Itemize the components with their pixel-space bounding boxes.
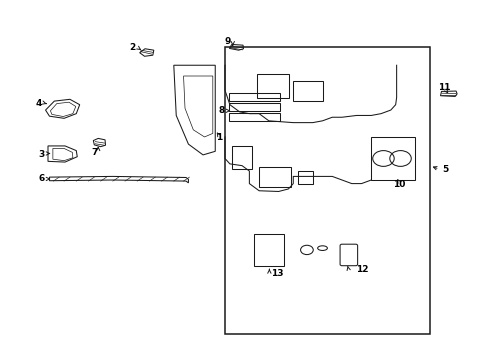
Text: 8: 8	[218, 106, 224, 115]
Bar	[228, 113, 280, 121]
Bar	[228, 103, 280, 111]
Text: 4: 4	[36, 99, 42, 108]
Bar	[370, 137, 414, 180]
Bar	[298, 171, 312, 184]
Bar	[259, 167, 290, 187]
Bar	[232, 146, 251, 169]
Text: 9: 9	[224, 37, 230, 46]
Text: 7: 7	[91, 148, 98, 157]
Text: 6: 6	[38, 175, 44, 184]
Bar	[293, 81, 322, 101]
Text: 3: 3	[38, 150, 44, 159]
Text: 11: 11	[437, 83, 450, 92]
Bar	[257, 74, 288, 98]
Text: 2: 2	[129, 43, 135, 52]
Text: 13: 13	[271, 269, 284, 278]
Text: 10: 10	[392, 180, 405, 189]
Bar	[254, 234, 284, 266]
Text: 12: 12	[356, 265, 368, 274]
Text: 5: 5	[441, 165, 447, 174]
Bar	[224, 47, 429, 334]
Text: 1: 1	[216, 133, 222, 142]
Bar	[228, 93, 280, 101]
